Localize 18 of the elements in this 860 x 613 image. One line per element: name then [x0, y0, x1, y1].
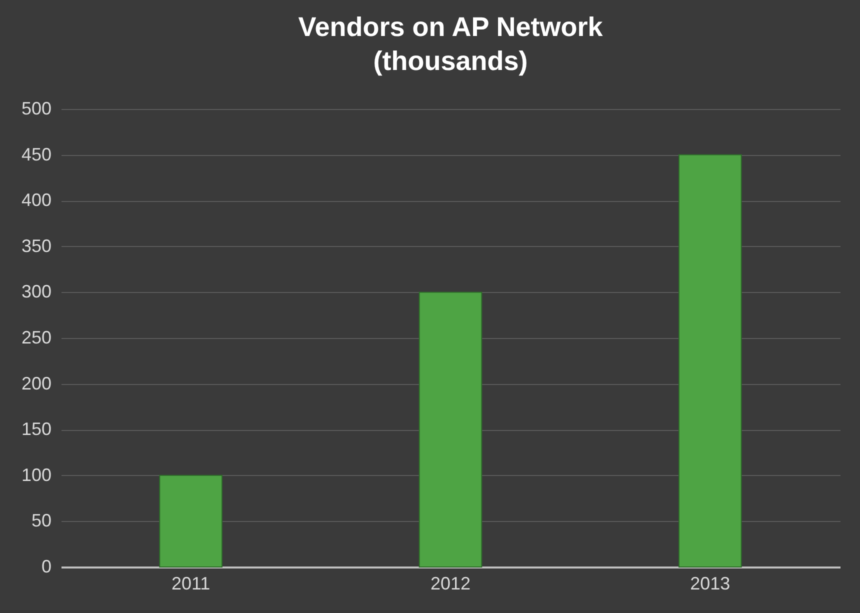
bar [418, 292, 482, 568]
y-tick-label: 350 [21, 236, 52, 256]
y-tick-label: 50 [31, 510, 52, 531]
y-tick-label: 200 [21, 373, 52, 394]
y-tick-label: 500 [21, 98, 52, 118]
y-tick-label: 250 [21, 328, 52, 348]
y-tick-label: 300 [21, 282, 52, 302]
bar [678, 154, 742, 568]
x-tick-label: 2012 [430, 574, 471, 594]
x-tick-label: 2013 [690, 574, 730, 594]
y-tick-label: 450 [21, 144, 52, 164]
y-tick-label: 100 [21, 464, 52, 485]
y-tick-label: 150 [21, 419, 52, 440]
y-tick-label: 400 [21, 190, 52, 210]
x-tick-label: 2011 [171, 574, 210, 594]
bar [159, 474, 223, 568]
chart-title: Vendors on AP Network (thousands) [298, 12, 604, 76]
y-tick-label: 0 [41, 556, 52, 576]
